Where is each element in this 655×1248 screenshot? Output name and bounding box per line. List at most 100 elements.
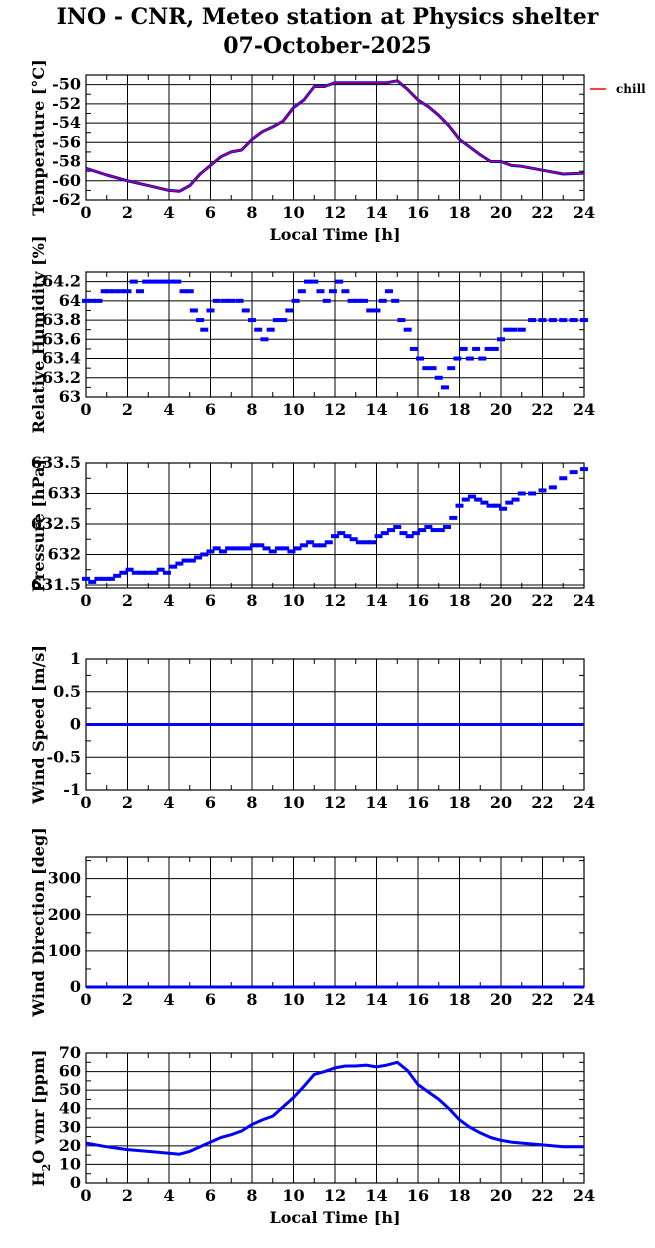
- data-point: [268, 549, 277, 554]
- data-point: [235, 298, 244, 303]
- plot-frame: [85, 462, 585, 589]
- data-point: [387, 528, 396, 533]
- data-point: [559, 318, 568, 323]
- x-tick-label: 10: [282, 203, 304, 222]
- data-point: [517, 327, 526, 332]
- data-point: [447, 366, 456, 371]
- series-line-chill: [85, 80, 585, 192]
- data-point: [478, 356, 487, 361]
- data-point: [443, 525, 452, 530]
- data-point: [362, 540, 371, 545]
- data-point: [393, 525, 402, 530]
- x-tick-label: 2: [122, 793, 133, 812]
- data-point: [88, 579, 97, 584]
- x-tick-label: 10: [282, 793, 304, 812]
- x-tick-label: 8: [246, 1186, 257, 1205]
- y-tick-label: 63: [59, 387, 81, 406]
- x-tick-label: 18: [448, 990, 470, 1009]
- data-point: [293, 546, 302, 551]
- data-point: [403, 327, 412, 332]
- data-point: [368, 540, 377, 545]
- x-tick-label: 16: [407, 591, 429, 610]
- y-tick-label: 0: [70, 977, 81, 996]
- data-point: [142, 279, 151, 284]
- data-point: [212, 298, 221, 303]
- x-tick-label: 8: [246, 990, 257, 1009]
- data-point: [459, 346, 468, 351]
- data-point: [262, 546, 271, 551]
- data-point: [218, 549, 227, 554]
- x-tick-label: 18: [448, 591, 470, 610]
- x-tick-label: 4: [163, 1186, 174, 1205]
- x-tick-label: 14: [365, 990, 387, 1009]
- data-point: [274, 546, 283, 551]
- data-point: [353, 298, 362, 303]
- plot-frame: [85, 74, 585, 201]
- data-point: [355, 540, 364, 545]
- data-point: [100, 289, 109, 294]
- data-point: [113, 573, 122, 578]
- x-tick-label: 12: [324, 591, 346, 610]
- x-tick-label: 22: [531, 990, 553, 1009]
- data-point: [231, 546, 240, 551]
- x-tick-label: 10: [282, 400, 304, 419]
- x-tick-label: 10: [282, 591, 304, 610]
- data-point: [162, 570, 171, 575]
- y-axis-label: Temperature [°C]: [29, 59, 48, 215]
- y-tick-label: 633.5: [31, 453, 81, 472]
- data-point: [372, 308, 381, 313]
- y-tick-label: 632.5: [31, 514, 81, 533]
- y-tick-label: 63.2: [42, 368, 81, 387]
- data-point: [360, 298, 369, 303]
- y-tick-label: -58: [52, 152, 81, 171]
- data-point: [119, 570, 128, 575]
- x-tick-label: 24: [573, 400, 595, 419]
- data-point: [227, 298, 236, 303]
- x-tick-label: 2: [122, 400, 133, 419]
- data-point: [511, 497, 520, 502]
- y-tick-label: -54: [52, 113, 81, 132]
- y-axis-label: Wind Direction [deg]: [29, 827, 48, 1018]
- data-point: [449, 515, 458, 520]
- data-point: [569, 318, 578, 323]
- data-point: [185, 289, 194, 294]
- y-tick-label: 64: [59, 291, 81, 310]
- data-point: [167, 279, 176, 284]
- data-point: [497, 337, 505, 342]
- data-point: [156, 567, 165, 572]
- data-point: [436, 528, 445, 533]
- x-tick-label: 8: [246, 203, 257, 222]
- y-tick-label: -50: [52, 75, 81, 94]
- x-tick-label: 10: [282, 990, 304, 1009]
- data-point: [123, 289, 132, 294]
- data-point: [484, 346, 493, 351]
- x-tick-label: 16: [407, 203, 429, 222]
- x-tick-label: 16: [407, 990, 429, 1009]
- x-tick-label: 2: [122, 203, 133, 222]
- plot-frame: [85, 1052, 585, 1184]
- y-tick-label: 100: [48, 941, 81, 960]
- y-tick-label: 50: [59, 1080, 81, 1099]
- data-point: [337, 531, 346, 536]
- y-tick-label: 10: [59, 1154, 81, 1173]
- y-tick-label: 40: [59, 1099, 81, 1118]
- data-point: [517, 491, 526, 496]
- data-point: [480, 500, 489, 505]
- data-point: [299, 543, 308, 548]
- series-line: [85, 1060, 584, 1156]
- x-tick-label: 16: [407, 400, 429, 419]
- data-point: [266, 327, 275, 332]
- figure-title-line-1: INO - CNR, Meteo station at Physics shel…: [56, 4, 599, 30]
- data-point: [297, 289, 306, 294]
- y-tick-label: 60: [59, 1062, 81, 1081]
- data-point: [569, 470, 578, 475]
- x-axis-label: Local Time [h]: [269, 225, 400, 244]
- x-tick-label: 14: [365, 203, 387, 222]
- x-tick-label: 24: [573, 1186, 595, 1205]
- data-point: [467, 494, 476, 499]
- data-point: [248, 318, 256, 323]
- data-point: [335, 279, 344, 284]
- y-tick-label: -56: [52, 132, 81, 151]
- data-point: [111, 289, 120, 294]
